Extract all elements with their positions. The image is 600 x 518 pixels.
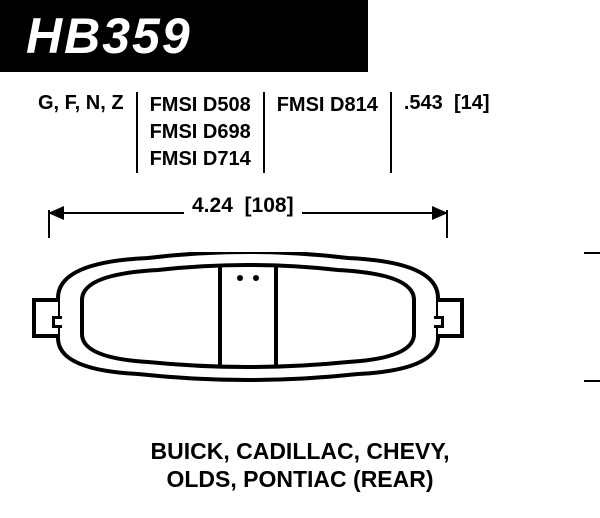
brake-pad-drawing: 4.24 [108] [48, 236, 558, 426]
application-footer: BUICK, CADILLAC, CHEVY, OLDS, PONTIAC (R… [0, 437, 600, 495]
divider [263, 92, 265, 173]
extension-line [584, 252, 600, 254]
thickness-cell: .543 [14] [394, 92, 500, 115]
width-dimension: 4.24 [108] [48, 198, 448, 226]
fmsi-column-2: FMSI D814 [267, 92, 388, 119]
fmsi-code: FMSI D508 [150, 92, 251, 119]
compounds-cell: G, F, N, Z [28, 92, 134, 115]
fmsi-code: FMSI D714 [150, 146, 251, 173]
thickness-mm: [14] [454, 92, 490, 114]
arrow-right-icon [432, 206, 448, 220]
fmsi-code: FMSI D698 [150, 119, 251, 146]
thickness-inches: .543 [404, 92, 443, 114]
width-inches: 4.24 [192, 194, 233, 217]
fmsi-code: FMSI D814 [277, 92, 378, 119]
part-number: HB359 [26, 7, 192, 65]
pad-svg [48, 252, 448, 382]
width-mm: [108] [245, 194, 294, 217]
fmsi-column-1: FMSI D508 FMSI D698 FMSI D714 [140, 92, 261, 173]
header-band: HB359 [0, 0, 368, 72]
width-label: 4.24 [108] [184, 194, 302, 218]
mounting-ear-right [438, 298, 464, 338]
extension-line [584, 380, 600, 382]
footer-line-2: OLDS, PONTIAC (REAR) [0, 465, 600, 494]
page: HB359 G, F, N, Z FMSI D508 FMSI D698 FMS… [0, 0, 600, 518]
spec-row: G, F, N, Z FMSI D508 FMSI D698 FMSI D714… [28, 92, 500, 173]
footer-line-1: BUICK, CADILLAC, CHEVY, [0, 437, 600, 466]
ear-notch [434, 316, 444, 328]
divider [390, 92, 392, 173]
mounting-ear-left [32, 298, 58, 338]
ear-notch [52, 316, 62, 328]
height-dimension: 1.62 [41] [564, 252, 600, 382]
brake-pad-outline [48, 252, 448, 382]
divider [136, 92, 138, 173]
arrow-left-icon [48, 206, 64, 220]
